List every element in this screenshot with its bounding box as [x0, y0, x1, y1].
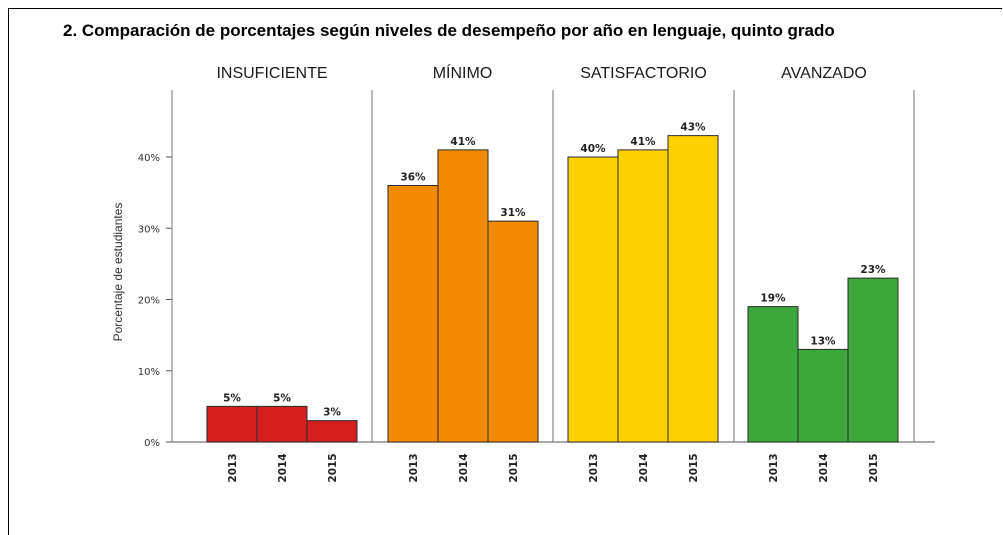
x-tick-label: 2013 — [227, 453, 239, 482]
bar-mínimo-2015 — [488, 221, 538, 442]
x-tick-label: 2014 — [818, 453, 830, 482]
x-tick-label: 2013 — [408, 453, 420, 482]
bar-insuficiente-2014 — [257, 406, 307, 442]
x-tick-label: 2015 — [508, 453, 520, 482]
facet-label-satisfactorio: SATISFACTORIO — [580, 65, 707, 82]
x-tick-label: 2015 — [327, 453, 339, 482]
data-label: 40% — [580, 143, 606, 155]
data-label: 13% — [810, 335, 836, 347]
bar-mínimo-2013 — [388, 186, 438, 443]
data-label: 3% — [323, 407, 341, 419]
x-tick-label: 2015 — [868, 453, 880, 482]
x-tick-label: 2015 — [688, 453, 700, 482]
data-label: 41% — [450, 136, 476, 148]
bar-mínimo-2014 — [438, 150, 488, 442]
x-tick-label: 2013 — [588, 453, 600, 482]
data-label: 23% — [860, 264, 886, 276]
data-label: 41% — [630, 136, 656, 148]
bar-satisfactorio-2013 — [568, 157, 618, 442]
bar-avanzado-2015 — [848, 278, 898, 442]
data-label: 5% — [273, 392, 291, 404]
data-label: 5% — [223, 392, 241, 404]
y-tick-label: 10% — [138, 367, 160, 378]
x-tick-label: 2014 — [277, 453, 289, 482]
bar-insuficiente-2015 — [307, 421, 357, 442]
data-label: 31% — [500, 207, 526, 219]
y-tick-label: 40% — [138, 153, 160, 164]
data-label: 19% — [760, 293, 786, 305]
y-tick-label: 20% — [138, 296, 160, 307]
y-axis-title: Porcentaje de estudiantes — [111, 203, 125, 342]
x-tick-label: 2014 — [638, 453, 650, 482]
bar-satisfactorio-2015 — [668, 136, 718, 442]
data-label: 43% — [680, 122, 706, 134]
facet-label-insuficiente: INSUFICIENTE — [216, 65, 327, 82]
facet-label-avanzado: AVANZADO — [781, 65, 867, 82]
y-tick-label: 0% — [144, 438, 160, 449]
bar-insuficiente-2013 — [207, 406, 257, 442]
bar-satisfactorio-2014 — [618, 150, 668, 442]
x-tick-label: 2013 — [768, 453, 780, 482]
bar-avanzado-2014 — [798, 349, 848, 442]
y-tick-label: 30% — [138, 224, 160, 235]
data-label: 36% — [400, 172, 426, 184]
x-tick-label: 2014 — [458, 453, 470, 482]
facet-label-mínimo: MÍNIMO — [433, 63, 493, 82]
bar-avanzado-2013 — [748, 307, 798, 442]
